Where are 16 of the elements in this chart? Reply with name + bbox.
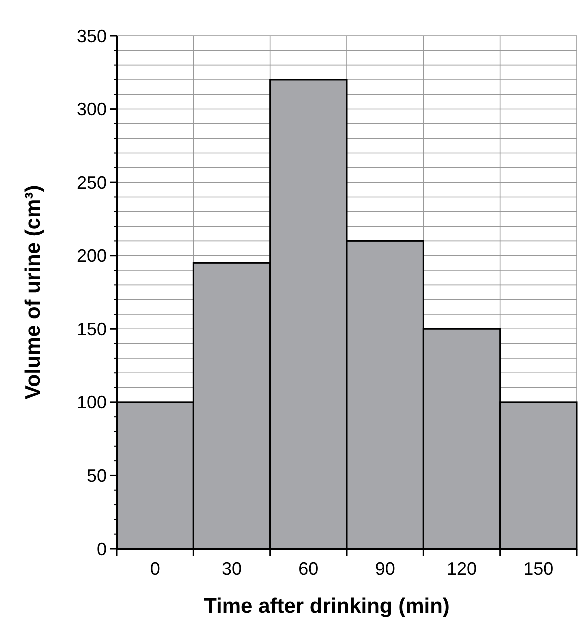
y-tick-label: 100: [76, 392, 107, 413]
y-tick-label: 300: [76, 100, 107, 120]
y-tick-label: 250: [76, 172, 107, 193]
x-tick-label: 90: [375, 559, 396, 579]
x-tick-label: 150: [524, 559, 554, 579]
x-axis-title: Time after drinking (min): [204, 595, 450, 618]
y-axis-title: Volume of urine (cm³): [22, 185, 45, 400]
y-tick-label: 200: [76, 246, 107, 266]
y-tick-label: 150: [76, 319, 107, 340]
y-tick-label: 0: [96, 539, 107, 560]
y-tick-label: 50: [86, 466, 107, 486]
x-tick-label: 60: [298, 559, 319, 579]
x-tick-label: 30: [222, 559, 242, 579]
y-tick-label: 350: [76, 26, 107, 46]
x-tick-label: 0: [150, 559, 160, 579]
x-tick-label: 120: [446, 559, 478, 579]
